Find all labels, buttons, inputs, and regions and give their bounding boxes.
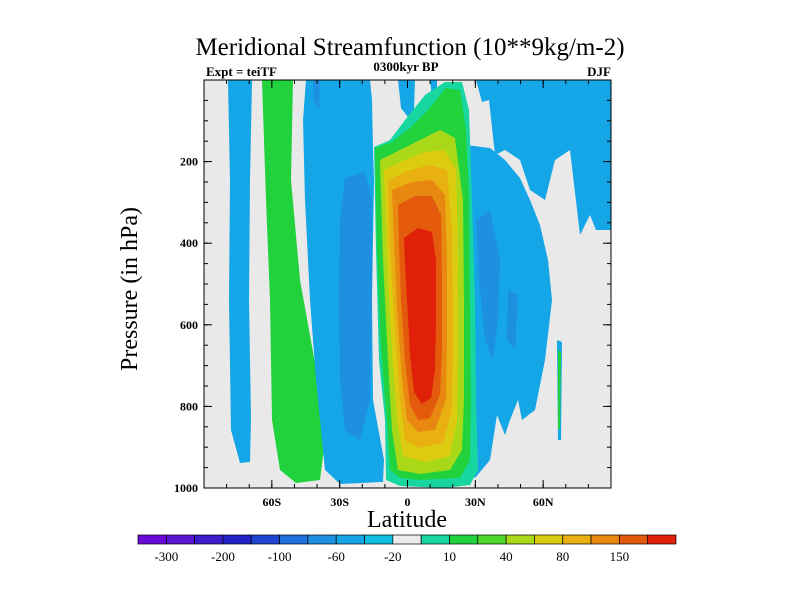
colorbar-label: 10	[443, 549, 456, 564]
y-tick-label: 200	[180, 155, 198, 169]
nh-ferrel-core2	[507, 290, 518, 350]
equatorial-negative-streak	[398, 80, 415, 117]
colorbar-label: -60	[328, 549, 345, 564]
y-axis-label: Pressure (in hPa)	[117, 207, 143, 371]
sh-ferrel-positive	[262, 80, 325, 483]
colorbar-box	[194, 534, 224, 545]
x-axis-label: Latitude	[367, 507, 447, 533]
nh-polar-negative	[476, 80, 611, 235]
colorbar-box	[222, 534, 252, 545]
chart-title: Meridional Streamfunction (10**9kg/m-2)	[195, 34, 624, 61]
colorbar-label: 80	[556, 549, 569, 564]
colorbar-label: -200	[211, 549, 235, 564]
contour-field	[228, 80, 611, 488]
y-tick-label: 600	[180, 318, 198, 332]
colorbar-box	[590, 534, 620, 545]
x-tick-label: 30N	[465, 495, 486, 509]
colorbar-box	[449, 534, 479, 545]
y-tick-label: 400	[180, 236, 198, 250]
colorbar-label: 150	[610, 549, 630, 564]
colorbar-box	[335, 534, 365, 545]
colorbar-box	[137, 534, 167, 545]
y-tick-label: 800	[180, 399, 198, 413]
axes: 60S 30S 0 30N 60N 200 400 600 800 1000	[174, 79, 612, 509]
colorbar-box	[364, 534, 394, 545]
colorbar-label: -100	[268, 549, 292, 564]
sh-outer-cell	[228, 80, 252, 463]
season-label: DJF	[587, 64, 611, 79]
nh-ferrel-core	[476, 210, 500, 360]
sh-mid-negative-core2	[313, 80, 320, 110]
colorbar-label: 40	[500, 549, 513, 564]
colorbar-label: -300	[154, 549, 178, 564]
x-tick-label: 60N	[533, 495, 554, 509]
colorbar-box	[477, 534, 507, 545]
x-tick-label: 60S	[262, 495, 281, 509]
x-tick-label: 0	[405, 495, 411, 509]
colorbar-box	[505, 534, 535, 545]
colorbar-box	[562, 534, 592, 545]
colorbar-box	[420, 534, 450, 545]
nh-high-lat-streak2	[558, 350, 561, 430]
period-label: 0300kyr BP	[373, 59, 438, 74]
sh-mid-negative-core	[339, 172, 372, 440]
colorbar-box	[307, 534, 337, 545]
colorbar-label: -20	[384, 549, 401, 564]
colorbar-box	[619, 534, 649, 545]
colorbar-box	[534, 534, 564, 545]
colorbar-box	[250, 534, 280, 545]
colorbar-box	[165, 534, 195, 545]
hadley-level-250	[404, 228, 436, 404]
colorbar-box	[279, 534, 309, 545]
experiment-label: Expt = teiTF	[206, 64, 277, 79]
colorbar-box	[647, 534, 677, 545]
y-tick-label: 1000	[174, 481, 198, 495]
x-tick-label: 30S	[330, 495, 349, 509]
colorbar-box	[392, 534, 422, 545]
colorbar: -300 -200 -100 -60 -20 10 40 80 150	[137, 534, 677, 564]
